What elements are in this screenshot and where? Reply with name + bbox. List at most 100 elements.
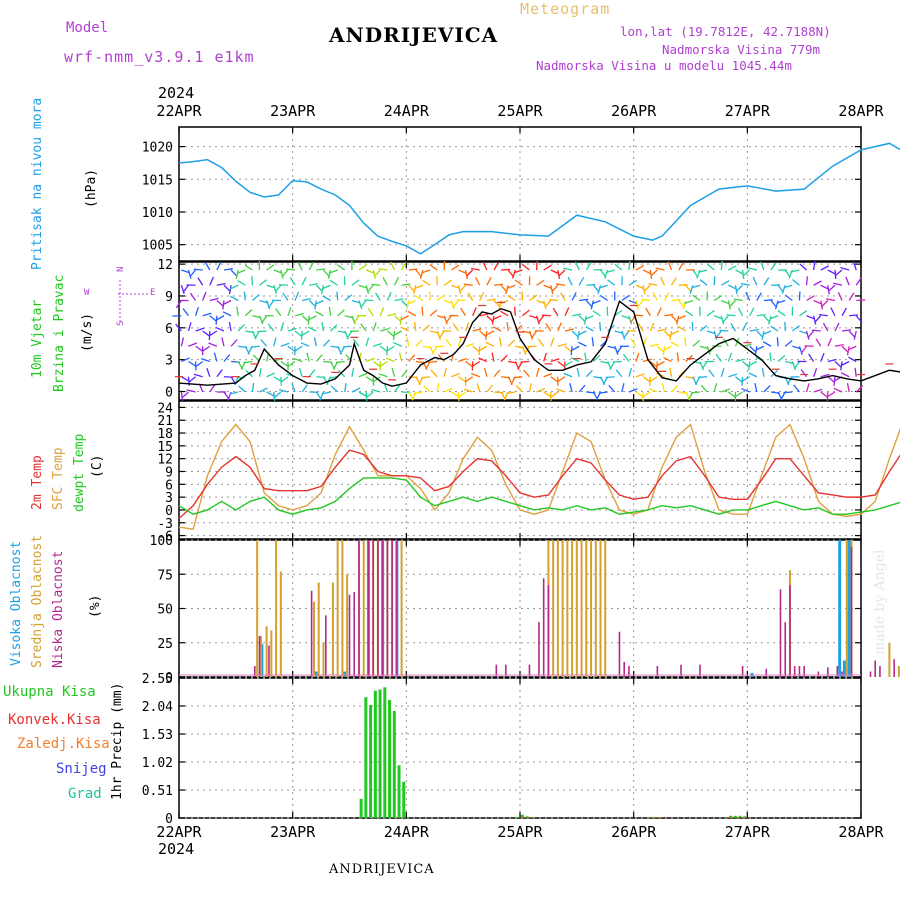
- precip-bar: [733, 815, 737, 818]
- wind-barb: [197, 277, 204, 286]
- panel-frame: [178, 400, 862, 540]
- wind-barb: [450, 264, 460, 271]
- wind-barb: [742, 361, 750, 368]
- wind-barb: [400, 315, 409, 321]
- wind-barb: [649, 360, 658, 368]
- wind-barb: [537, 338, 545, 347]
- wind-barb: [756, 292, 762, 301]
- t2m-line: [178, 449, 900, 520]
- wind-barb: [213, 352, 218, 362]
- cloud-bar: [571, 540, 574, 677]
- wind-barb: [250, 345, 260, 348]
- wind-barb: [642, 376, 651, 383]
- wind-barb: [313, 337, 317, 347]
- wind-barb: [428, 360, 438, 364]
- wind-speed-line: [178, 300, 900, 387]
- wind-barb: [635, 300, 639, 310]
- wind-barb: [754, 383, 758, 393]
- wind-barb: [597, 285, 602, 295]
- wind-barb: [699, 324, 708, 332]
- cloud-bar: [845, 540, 848, 677]
- model-label: Model: [66, 20, 109, 36]
- y-tick-label: -3: [157, 517, 173, 532]
- wind-barb: [661, 383, 666, 393]
- wind-barb: [195, 345, 204, 352]
- wind-barb: [493, 369, 501, 378]
- wind-barb: [575, 261, 580, 271]
- y-tick-label: 2.04: [142, 700, 173, 715]
- wind-barb: [287, 345, 296, 353]
- x-date-label-bottom: 26APR: [611, 823, 657, 841]
- wind-barb: [726, 314, 736, 317]
- wind-barb: [760, 261, 765, 271]
- wind-barb: [656, 307, 662, 317]
- wind-barb: [301, 315, 310, 323]
- wind-barb: [353, 315, 360, 324]
- wind-barb: [834, 361, 843, 369]
- wind-barb: [813, 280, 822, 286]
- cloud-bar: [259, 635, 262, 677]
- wind-barb: [451, 284, 460, 290]
- wind-barb: [770, 325, 779, 332]
- wind-barb: [280, 342, 290, 347]
- wind-barb: [663, 292, 670, 301]
- wind-barb: [557, 343, 567, 347]
- wind-barb: [193, 373, 203, 378]
- wind-barb: [813, 368, 818, 377]
- wind-barb: [645, 307, 651, 317]
- wind-barb: [840, 360, 850, 367]
- wind-barb: [649, 269, 653, 279]
- precip-bar: [388, 699, 392, 818]
- wind-barb: [450, 391, 460, 398]
- wind-barb: [373, 269, 381, 278]
- wind-barb: [315, 284, 324, 293]
- wind-barb: [482, 261, 488, 271]
- wind-barb: [382, 277, 388, 286]
- wind-barb: [457, 337, 462, 347]
- wind-barb: [301, 276, 307, 286]
- precip-bar: [744, 817, 748, 818]
- wind-barb: [393, 276, 400, 286]
- wind-barb: [187, 269, 192, 279]
- wind-barb: [294, 291, 300, 301]
- wind-barb: [209, 297, 219, 302]
- wind-barb: [545, 323, 552, 332]
- wind-barb: [560, 292, 566, 301]
- wind-barb: [386, 330, 395, 338]
- wind-barb: [321, 285, 325, 295]
- cloud-bar: [391, 540, 393, 677]
- cloud-bar: [547, 585, 550, 677]
- cloud-bar: [590, 540, 593, 677]
- wind-barb: [530, 330, 538, 339]
- wind-barb: [443, 279, 452, 286]
- wind-barb: [564, 345, 573, 353]
- wind-barb: [690, 391, 701, 394]
- wind-barb: [845, 276, 850, 286]
- wind-barb: [670, 330, 679, 336]
- wind-barb: [642, 391, 651, 398]
- wind-barb: [181, 391, 189, 399]
- wind-barb: [616, 345, 623, 355]
- y-tick-label: 100: [150, 534, 173, 549]
- wind-barb: [445, 315, 452, 324]
- wind-barb: [322, 339, 331, 347]
- wind-barb: [358, 391, 368, 398]
- wind-barb: [351, 367, 355, 377]
- wind-barb: [413, 285, 417, 295]
- wind-barb: [329, 279, 339, 286]
- wind-barb: [552, 307, 559, 317]
- wind-barb: [628, 260, 631, 271]
- wind-barb: [783, 391, 793, 394]
- wind-barb: [507, 295, 516, 302]
- wind-barb: [557, 322, 562, 332]
- wind-barb: [372, 269, 376, 279]
- wind-barb: [820, 373, 830, 378]
- wind-barb: [492, 315, 502, 321]
- wind-barb: [273, 269, 283, 274]
- model-name: wrf-nmm_v3.9.1 e1km: [64, 48, 255, 66]
- wind-barb: [513, 306, 516, 316]
- wind-barb: [543, 284, 553, 290]
- wind-barb: [564, 328, 574, 332]
- wind-barb: [260, 338, 268, 347]
